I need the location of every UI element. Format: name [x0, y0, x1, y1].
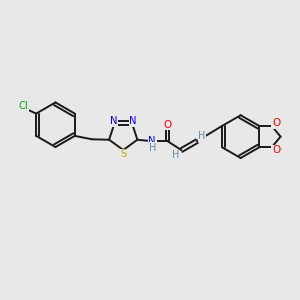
Text: H: H: [172, 151, 180, 160]
Text: Cl: Cl: [19, 101, 28, 111]
Text: O: O: [272, 145, 280, 155]
Text: O: O: [272, 118, 280, 128]
Text: N: N: [110, 116, 117, 126]
Text: H: H: [198, 131, 206, 141]
Text: N: N: [129, 116, 137, 126]
Text: N: N: [148, 136, 156, 146]
Text: H: H: [148, 143, 156, 153]
Text: S: S: [120, 149, 126, 159]
Text: O: O: [164, 120, 172, 130]
